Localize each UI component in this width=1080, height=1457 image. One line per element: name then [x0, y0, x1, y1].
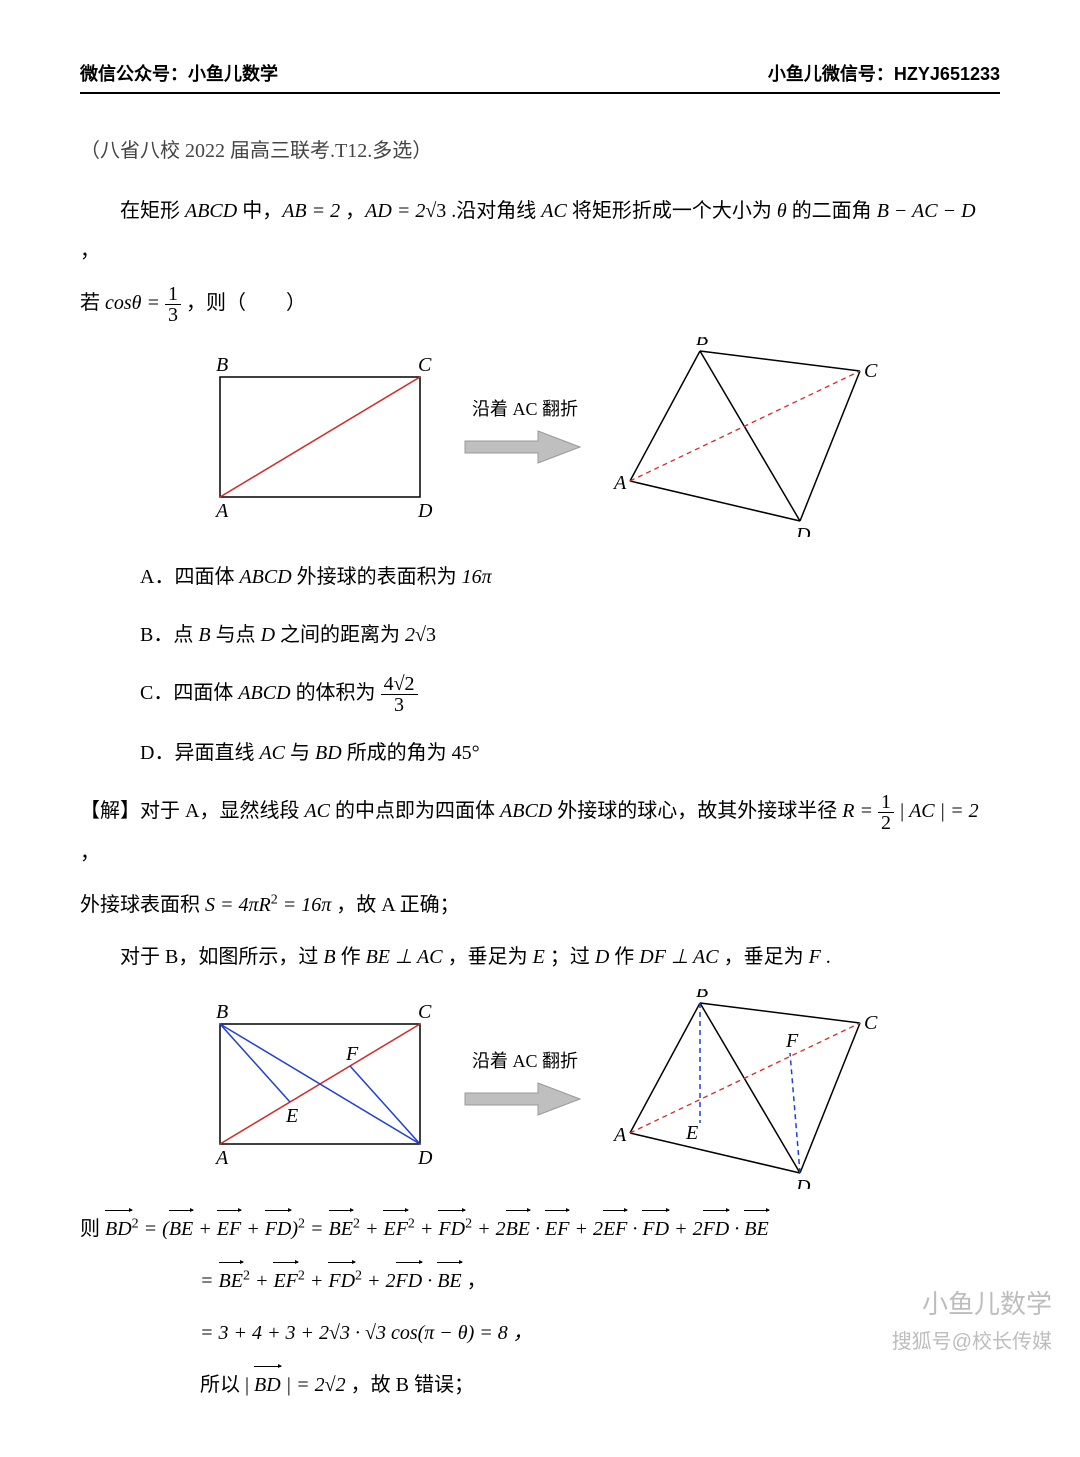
- svg-text:D: D: [417, 500, 433, 517]
- svg-text:D: D: [417, 1147, 433, 1169]
- option-B: B．点 B 与点 D 之间的距离为 2√3: [140, 615, 1000, 655]
- svg-text:B: B: [216, 357, 228, 376]
- solution-B-line: 对于 B，如图所示，过 B 作 BE ⊥ AC ，垂足为 E ；过 D 作 DF…: [80, 937, 1000, 977]
- solution-A-line2: 外接球表面积 S = 4πR2 = 16π ，故 A 正确；: [80, 885, 1000, 925]
- page-header: 微信公众号：小鱼儿数学 小鱼儿微信号：HZYJ651233: [80, 60, 1000, 94]
- options-list: A．四面体 ABCD 外接球的表面积为 16π B．点 B 与点 D 之间的距离…: [140, 557, 1000, 773]
- eq-line1: 则 BD2 = (BE + EF + FD)2 = BE2 + EF2 + FD…: [80, 1209, 1000, 1249]
- svg-text:C: C: [418, 357, 432, 376]
- option-C: C．四面体 ABCD 的体积为 4√23: [140, 673, 1000, 715]
- fig-tetra-abcd: A B C D: [610, 337, 880, 537]
- svg-text:F: F: [785, 1030, 799, 1052]
- svg-text:A: A: [214, 1147, 229, 1169]
- figure-row-1: A B C D 沿着 AC 翻折 A B C D: [80, 337, 1000, 537]
- option-A: A．四面体 ABCD 外接球的表面积为 16π: [140, 557, 1000, 597]
- svg-text:B: B: [216, 1004, 228, 1023]
- svg-text:C: C: [418, 1004, 432, 1023]
- svg-text:E: E: [285, 1105, 298, 1127]
- svg-text:C: C: [864, 1012, 878, 1034]
- svg-text:C: C: [864, 360, 878, 382]
- fig-rect-ef: A B C D E F: [200, 1004, 440, 1174]
- eq-line2: = BE2 + EF2 + FD2 + 2FD · BE ，: [200, 1261, 1000, 1301]
- svg-text:D: D: [795, 1176, 811, 1189]
- arrow-icon: [460, 1077, 590, 1125]
- figure-row-2: A B C D E F 沿着 AC 翻折 A B C D E F: [80, 989, 1000, 1189]
- fig-rect-abcd: A B C D: [200, 357, 440, 517]
- svg-text:A: A: [612, 1124, 627, 1146]
- option-D: D．异面直线 AC 与 BD 所成的角为 45°: [140, 733, 1000, 773]
- arrow-icon: [460, 425, 590, 473]
- problem-source: （八省八校 2022 届高三联考.T12.多选）: [80, 134, 1000, 163]
- svg-text:E: E: [685, 1122, 698, 1144]
- fold-arrow-1: 沿着 AC 翻折: [460, 395, 590, 479]
- eq-line3: = 3 + 4 + 3 + 2√3 · √3 cos(π − θ) = 8 ，: [200, 1313, 1000, 1353]
- watermark: 小鱼儿数学 搜狐号@校长传媒: [892, 1284, 1052, 1354]
- svg-text:B: B: [696, 337, 708, 350]
- problem-line2: 若 cosθ = 13 ，则（ ）: [80, 283, 1000, 325]
- svg-text:B: B: [696, 989, 708, 1002]
- fig-tetra-ef: A B C D E F: [610, 989, 880, 1189]
- svg-text:A: A: [612, 472, 627, 494]
- header-right: 小鱼儿微信号：HZYJ651233: [768, 60, 1000, 86]
- svg-text:F: F: [345, 1043, 359, 1065]
- header-left: 微信公众号：小鱼儿数学: [80, 60, 278, 86]
- fold-arrow-2: 沿着 AC 翻折: [460, 1047, 590, 1131]
- svg-text:A: A: [214, 500, 229, 517]
- problem-line1: 在矩形 ABCD 中，AB = 2 ，AD = 2√3 .沿对角线 AC 将矩形…: [80, 191, 1000, 271]
- solution-A-line1: 【解】对于 A，显然线段 AC 的中点即为四面体 ABCD 外接球的球心，故其外…: [80, 791, 1000, 873]
- eq-line4: 所以 | BD | = 2√2 ，故 B 错误；: [200, 1365, 1000, 1405]
- svg-text:D: D: [795, 524, 811, 537]
